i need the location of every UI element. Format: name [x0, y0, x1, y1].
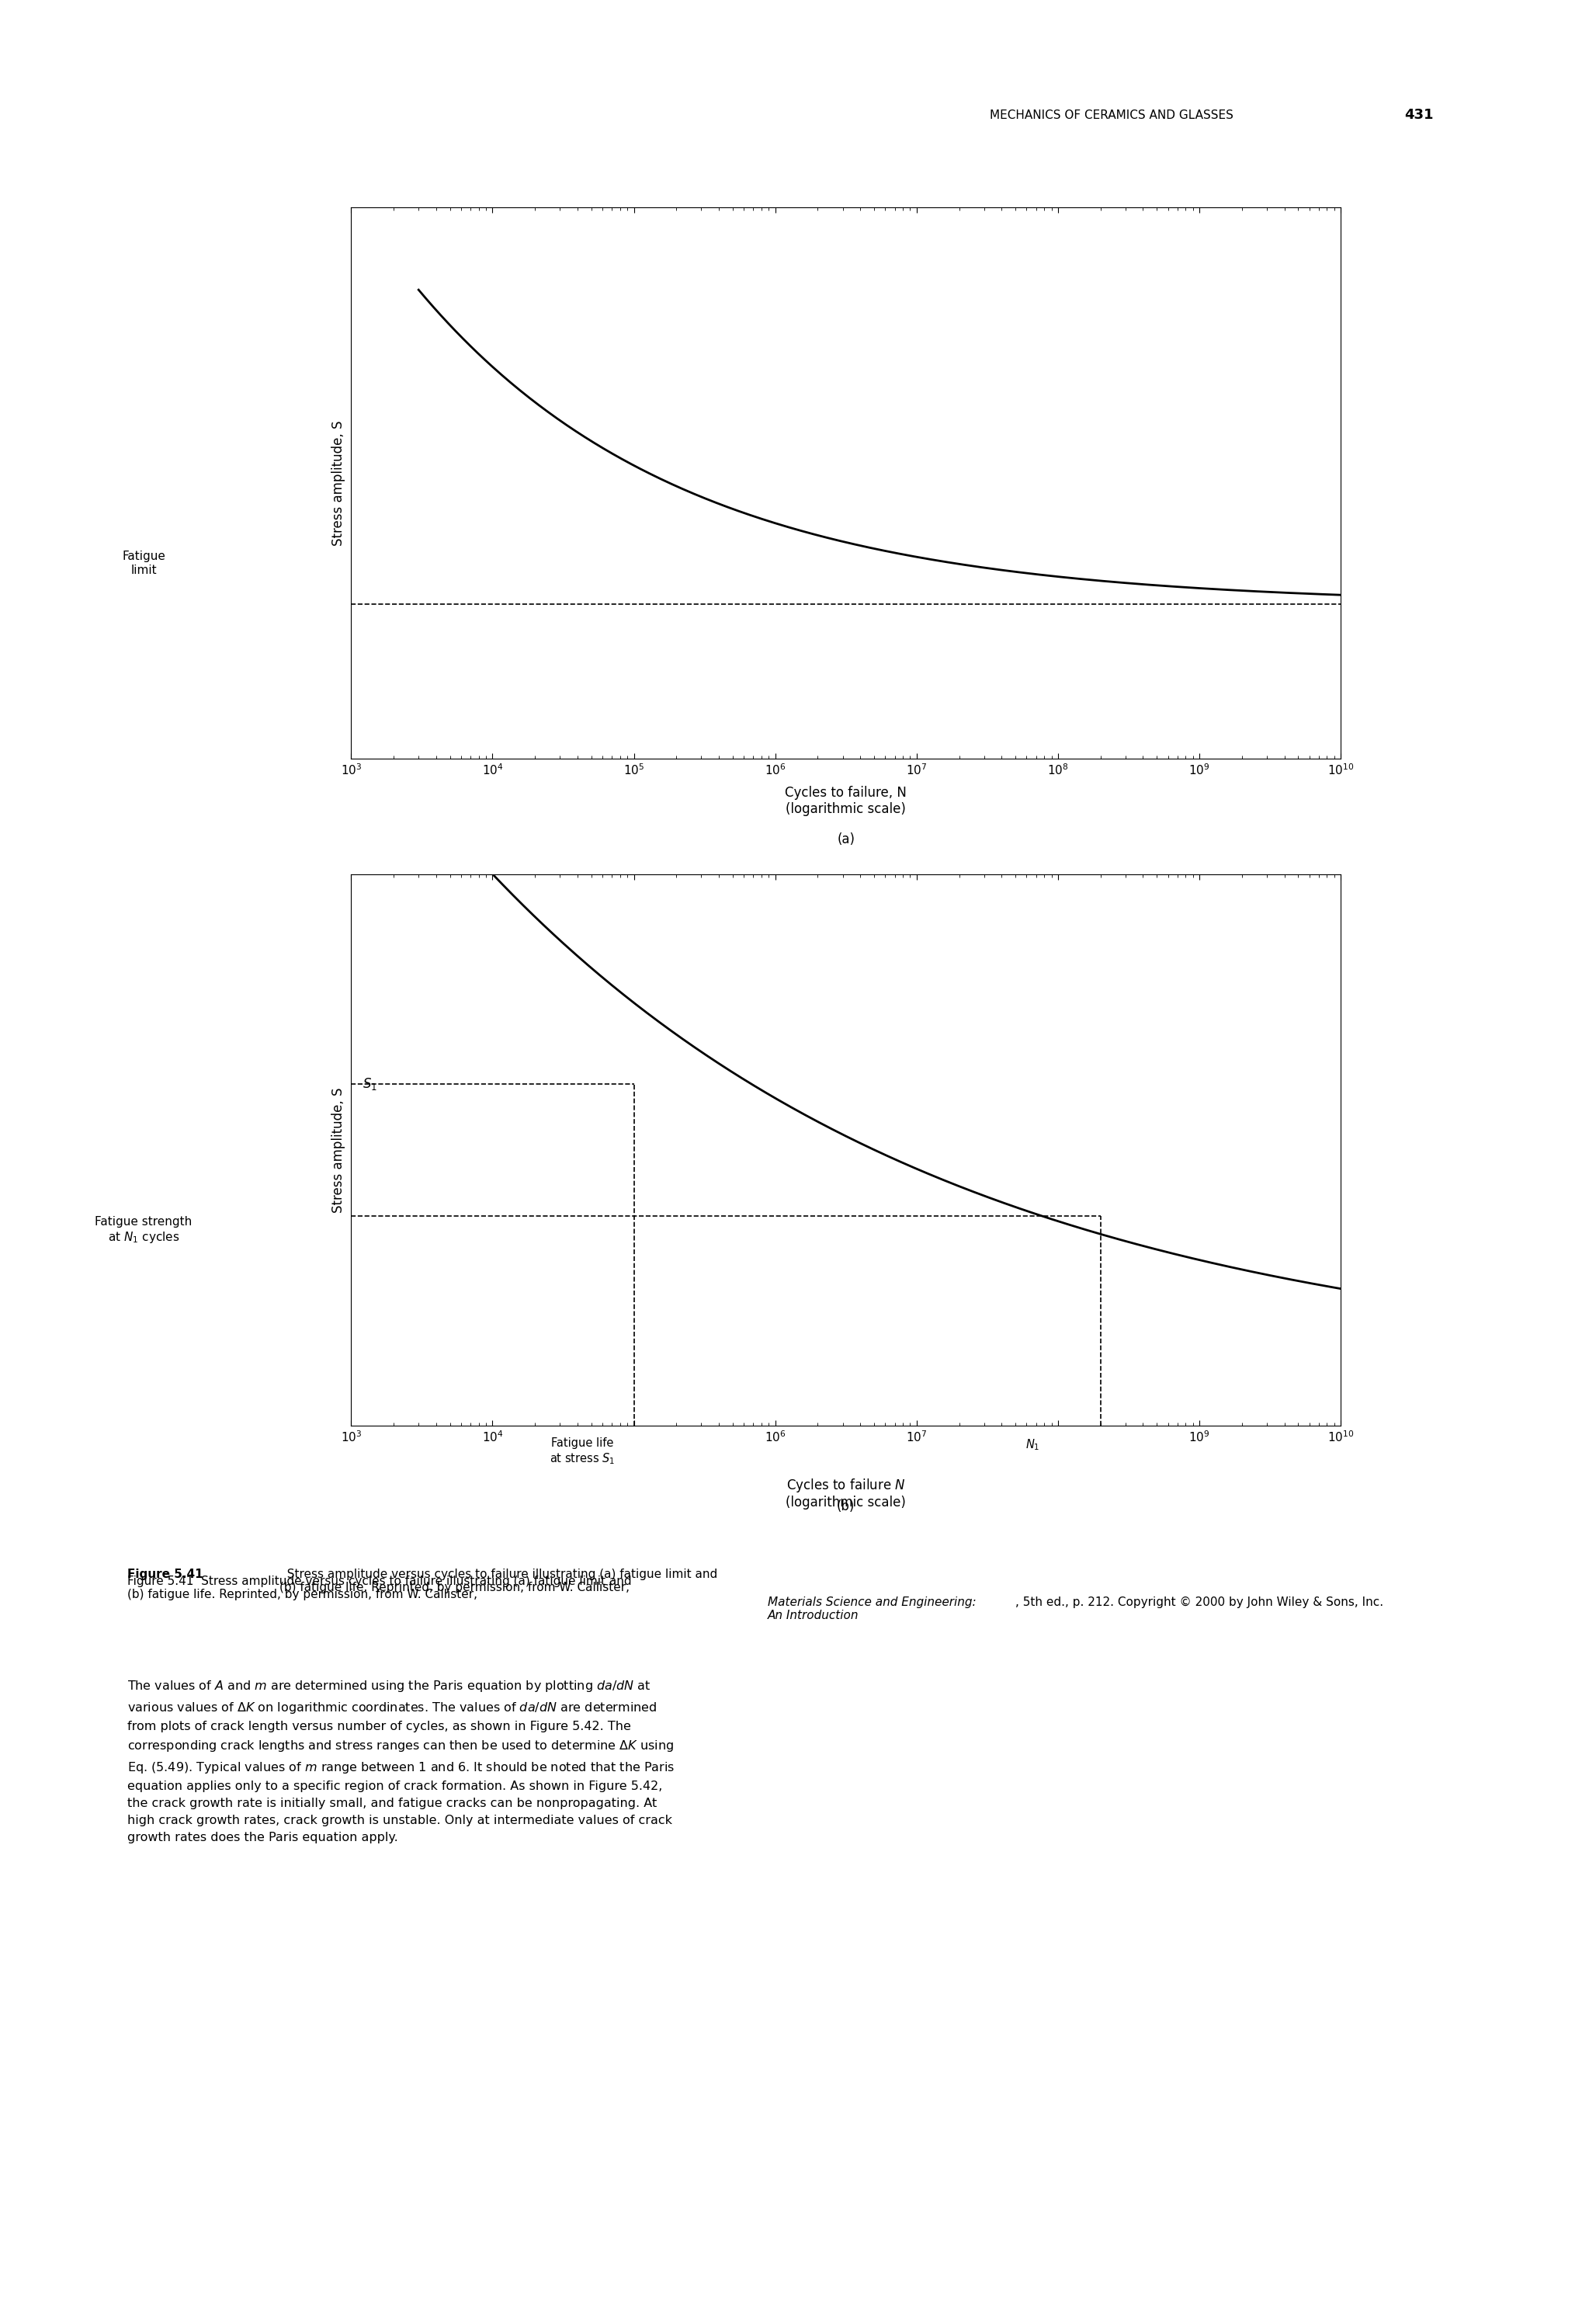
Y-axis label: Stress amplitude, S: Stress amplitude, S: [332, 421, 346, 545]
Text: Figure 5.41: Figure 5.41: [128, 1569, 203, 1580]
Text: The values of $A$ and $m$ are determined using the Paris equation by plotting $d: The values of $A$ and $m$ are determined…: [128, 1679, 675, 1845]
Text: , 5th ed., p. 212. Copyright © 2000 by John Wiley & Sons, Inc.: , 5th ed., p. 212. Copyright © 2000 by J…: [1015, 1596, 1384, 1608]
Text: (b): (b): [836, 1500, 855, 1513]
Text: Fatigue strength
at $N_1$ cycles: Fatigue strength at $N_1$ cycles: [96, 1217, 192, 1244]
Text: MECHANICS OF CERAMICS AND GLASSES: MECHANICS OF CERAMICS AND GLASSES: [990, 108, 1234, 122]
Text: 431: 431: [1404, 108, 1433, 122]
Text: $N_1$: $N_1$: [1026, 1438, 1039, 1451]
Text: Materials Science and Engineering:
An Introduction: Materials Science and Engineering: An In…: [768, 1596, 977, 1621]
X-axis label: Cycles to failure $N$
(logarithmic scale): Cycles to failure $N$ (logarithmic scale…: [785, 1477, 907, 1509]
X-axis label: Cycles to failure, N
(logarithmic scale): Cycles to failure, N (logarithmic scale): [785, 787, 907, 816]
Text: $S_1$: $S_1$: [362, 1076, 377, 1092]
Y-axis label: Stress amplitude, S: Stress amplitude, S: [332, 1088, 346, 1212]
Text: (a): (a): [836, 833, 855, 846]
Text: Fatigue
limit: Fatigue limit: [121, 552, 166, 575]
Text: Stress amplitude versus cycles to failure illustrating (a) fatigue limit and
(b): Stress amplitude versus cycles to failur…: [279, 1569, 717, 1594]
Text: Figure 5.41  Stress amplitude versus cycles to failure illustrating (a) fatigue : Figure 5.41 Stress amplitude versus cycl…: [128, 1576, 632, 1601]
Text: Fatigue life
at stress $S_1$: Fatigue life at stress $S_1$: [549, 1438, 616, 1465]
